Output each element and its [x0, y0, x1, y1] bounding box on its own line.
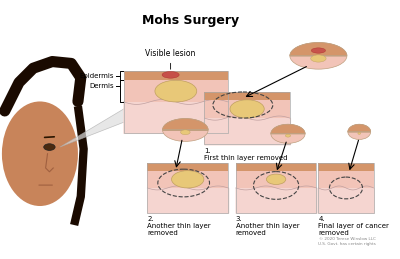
- Polygon shape: [60, 106, 128, 147]
- Polygon shape: [162, 119, 208, 130]
- Text: © 2020 Terese Winslow LLC
U.S. Govt. has certain rights: © 2020 Terese Winslow LLC U.S. Govt. has…: [318, 237, 376, 246]
- Text: Dermis: Dermis: [90, 83, 114, 90]
- Polygon shape: [204, 92, 290, 100]
- Ellipse shape: [290, 42, 347, 69]
- Ellipse shape: [2, 102, 78, 206]
- Text: 2.
Another thin layer
removed: 2. Another thin layer removed: [147, 217, 211, 236]
- Polygon shape: [318, 163, 374, 171]
- Text: Mohs Surgery: Mohs Surgery: [142, 14, 239, 27]
- Polygon shape: [147, 163, 228, 171]
- Polygon shape: [147, 171, 228, 188]
- Text: 1.
First thin layer removed: 1. First thin layer removed: [204, 148, 288, 161]
- Polygon shape: [147, 188, 228, 213]
- Ellipse shape: [266, 174, 286, 184]
- Ellipse shape: [162, 71, 179, 78]
- Polygon shape: [236, 188, 316, 213]
- Polygon shape: [204, 118, 290, 144]
- Text: Epidermis: Epidermis: [80, 73, 114, 79]
- Polygon shape: [204, 100, 290, 118]
- Ellipse shape: [44, 144, 55, 150]
- Ellipse shape: [348, 124, 371, 140]
- Polygon shape: [124, 102, 228, 133]
- Ellipse shape: [162, 119, 208, 141]
- Ellipse shape: [311, 55, 326, 62]
- Text: Visible lesion: Visible lesion: [146, 49, 196, 69]
- Ellipse shape: [311, 48, 326, 53]
- Ellipse shape: [172, 171, 204, 188]
- Polygon shape: [271, 124, 305, 134]
- Ellipse shape: [286, 134, 290, 137]
- Polygon shape: [290, 42, 347, 56]
- Ellipse shape: [155, 80, 197, 102]
- Polygon shape: [124, 71, 228, 80]
- Polygon shape: [348, 124, 371, 132]
- Polygon shape: [318, 171, 374, 188]
- Ellipse shape: [230, 100, 264, 118]
- Polygon shape: [236, 163, 316, 171]
- Text: 3.
Another thin layer
removed: 3. Another thin layer removed: [236, 217, 299, 236]
- Ellipse shape: [358, 133, 361, 134]
- Polygon shape: [124, 80, 228, 102]
- Ellipse shape: [180, 130, 190, 135]
- Text: 4.
Final layer of cancer
removed: 4. Final layer of cancer removed: [318, 217, 389, 236]
- Ellipse shape: [271, 124, 305, 143]
- Polygon shape: [236, 171, 316, 188]
- Polygon shape: [318, 188, 374, 213]
